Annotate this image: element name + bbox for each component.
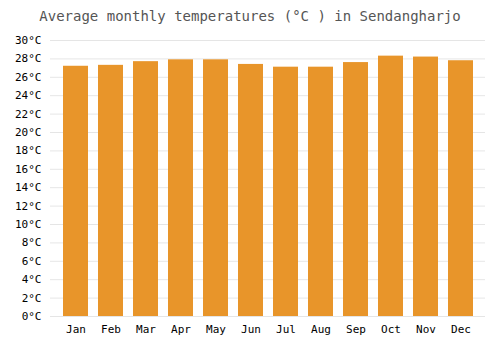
svg-text:Feb: Feb	[101, 323, 121, 336]
svg-text:18°C: 18°C	[15, 144, 42, 157]
svg-text:14°C: 14°C	[15, 181, 42, 194]
svg-text:0°C: 0°C	[22, 310, 42, 323]
svg-text:22°C: 22°C	[15, 108, 42, 121]
svg-text:Nov: Nov	[416, 323, 436, 336]
svg-text:2°C: 2°C	[22, 292, 42, 305]
svg-text:26°C: 26°C	[15, 71, 42, 84]
svg-text:6°C: 6°C	[22, 255, 42, 268]
svg-text:24°C: 24°C	[15, 89, 42, 102]
svg-text:4°C: 4°C	[22, 273, 42, 286]
svg-text:Sep: Sep	[346, 323, 366, 336]
svg-text:Jun: Jun	[241, 323, 261, 336]
svg-text:12°C: 12°C	[15, 200, 42, 213]
svg-text:May: May	[206, 323, 226, 336]
svg-text:Aug: Aug	[311, 323, 331, 336]
svg-text:30°C: 30°C	[15, 34, 42, 47]
svg-text:28°C: 28°C	[15, 52, 42, 65]
svg-text:20°C: 20°C	[15, 126, 42, 139]
svg-text:Dec: Dec	[451, 323, 471, 336]
svg-text:Jul: Jul	[276, 323, 296, 336]
html-text:Average monthly temperatures (: Average monthly temperatures (°C ) in Se…	[39, 8, 461, 24]
svg-text:16°C: 16°C	[15, 163, 42, 176]
svg-text:Mar: Mar	[136, 323, 156, 336]
svg-text:Jan: Jan	[66, 323, 86, 336]
svg-text:Apr: Apr	[171, 323, 191, 336]
svg-text:Oct: Oct	[381, 323, 401, 336]
svg-text:8°C: 8°C	[22, 236, 42, 249]
svg-text:10°C: 10°C	[15, 218, 42, 231]
